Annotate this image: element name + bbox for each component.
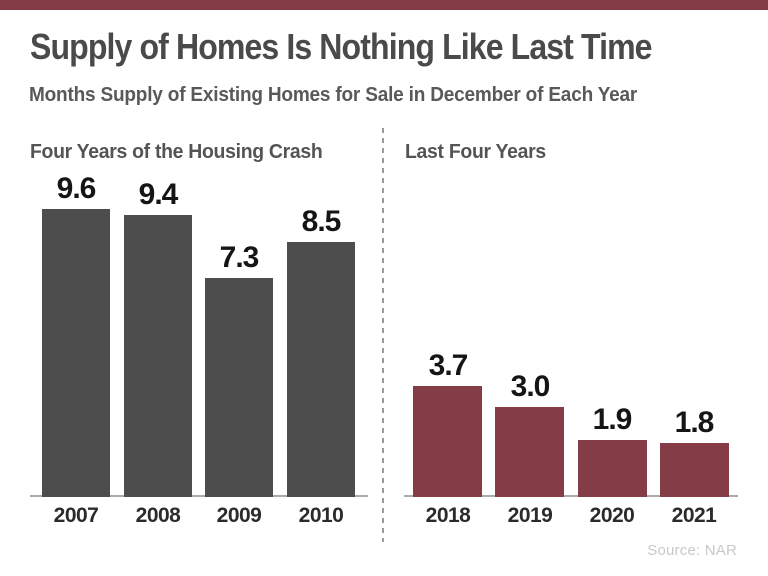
page-subtitle: Months Supply of Existing Homes for Sale… bbox=[29, 84, 638, 106]
x-axis-label-2018: 2018 bbox=[425, 504, 471, 527]
x-axis-label-2010: 2010 bbox=[298, 504, 344, 527]
bar-value-label-2007: 9.6 bbox=[56, 172, 97, 205]
bar-value-label-2019: 3.0 bbox=[510, 370, 551, 403]
x-axis-line bbox=[404, 495, 738, 497]
section-divider-dashed-line bbox=[382, 128, 384, 542]
x-axis-label-2019: 2019 bbox=[507, 504, 553, 527]
bar-2010 bbox=[287, 242, 355, 497]
left-chart-title: Four Years of the Housing Crash bbox=[30, 141, 323, 163]
x-axis-label-2008: 2008 bbox=[135, 504, 181, 527]
x-axis-label-2009: 2009 bbox=[216, 504, 262, 527]
bar-value-label-2021: 1.8 bbox=[674, 406, 715, 439]
bar-2009 bbox=[205, 278, 273, 497]
source-credit: Source: NAR bbox=[647, 542, 737, 559]
bar-value-label-2018: 3.7 bbox=[428, 349, 469, 382]
x-axis-line bbox=[30, 495, 368, 497]
bar-value-label-2020: 1.9 bbox=[592, 403, 633, 436]
bar-2008 bbox=[124, 215, 192, 497]
x-axis-label-2021: 2021 bbox=[671, 504, 717, 527]
bar-value-label-2009: 7.3 bbox=[219, 241, 260, 274]
bar-2018 bbox=[413, 386, 482, 497]
x-axis-label-2007: 2007 bbox=[53, 504, 99, 527]
bar-value-label-2010: 8.5 bbox=[301, 205, 342, 238]
bar-2019 bbox=[495, 407, 564, 497]
page-title: Supply of Homes Is Nothing Like Last Tim… bbox=[30, 26, 653, 67]
top-accent-bar bbox=[0, 0, 768, 10]
bar-value-label-2008: 9.4 bbox=[138, 178, 179, 211]
right-chart-title: Last Four Years bbox=[405, 141, 546, 163]
bar-2007 bbox=[42, 209, 110, 497]
x-axis-label-2020: 2020 bbox=[589, 504, 635, 527]
bar-2020 bbox=[578, 440, 647, 497]
bar-2021 bbox=[660, 443, 729, 497]
